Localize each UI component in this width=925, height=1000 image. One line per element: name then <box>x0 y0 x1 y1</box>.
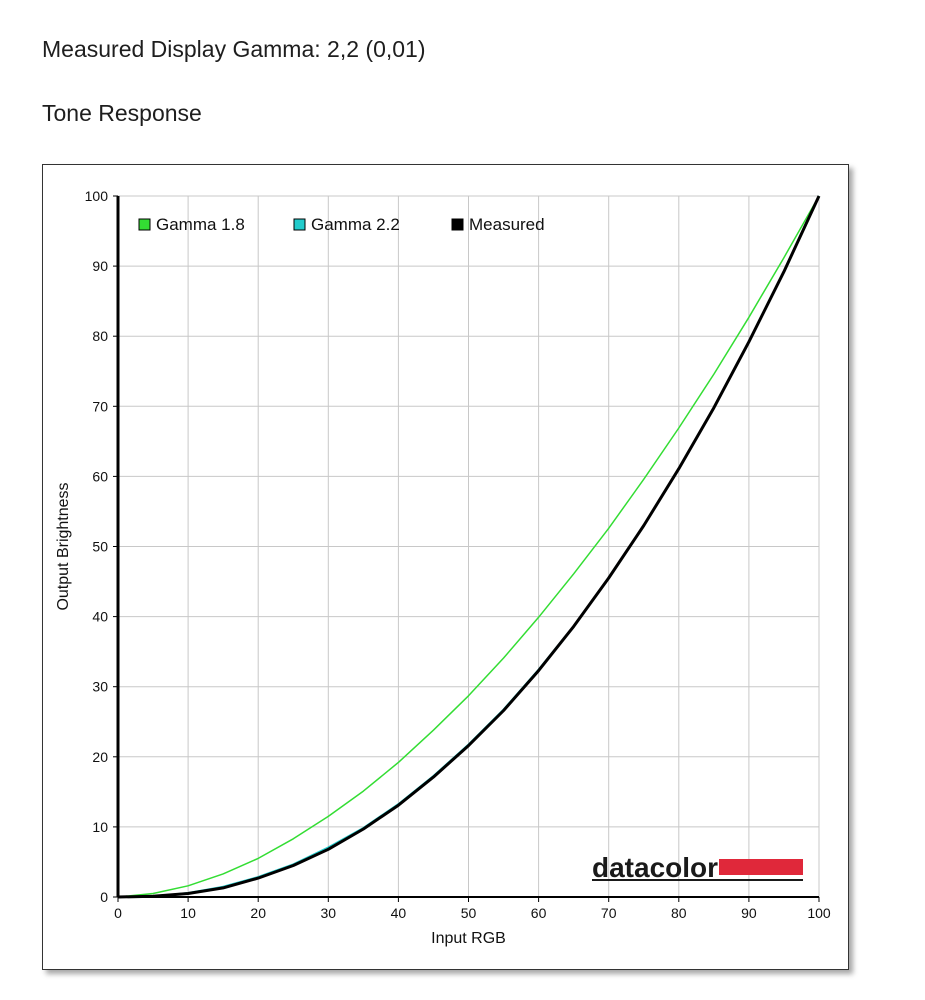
y-tick-label: 60 <box>92 468 108 484</box>
legend-label: Gamma 2.2 <box>311 215 400 234</box>
logo-text: datacolor <box>592 852 718 883</box>
x-tick-label: 10 <box>180 905 196 921</box>
y-tick-label: 20 <box>92 749 108 765</box>
legend-swatch <box>451 218 464 231</box>
legend-swatch <box>293 218 306 231</box>
tone-response-heading: Tone Response <box>42 100 202 126</box>
x-tick-label: 80 <box>671 905 687 921</box>
y-tick-label: 100 <box>85 188 109 204</box>
x-tick-label: 40 <box>391 905 407 921</box>
y-tick-label: 30 <box>92 679 108 695</box>
logo-accent-bar <box>719 859 803 875</box>
logo-underline <box>592 879 803 881</box>
y-tick-label: 40 <box>92 609 108 625</box>
y-tick-label: 0 <box>100 889 108 905</box>
y-axis-title: Output Brightness <box>55 482 72 610</box>
legend-label: Gamma 1.8 <box>156 215 245 234</box>
tick-labels: 0 10 20 30 40 50 60 70 80 90 100 0 10 20 30 40 50 60 70 80 9… <box>85 188 831 921</box>
measured-gamma-heading: Measured Display Gamma: 2,2 (0,01) <box>42 36 426 62</box>
axes <box>113 195 820 902</box>
x-tick-label: 50 <box>461 905 477 921</box>
legend-swatch <box>138 218 151 231</box>
x-tick-label: 30 <box>321 905 337 921</box>
tone-response-chart: 0 10 20 30 40 50 60 70 80 90 100 0 10 20 30 40 50 60 70 80 9… <box>42 164 849 970</box>
x-tick-label: 90 <box>741 905 757 921</box>
x-tick-label: 20 <box>250 905 266 921</box>
x-axis-title: Input RGB <box>431 930 506 947</box>
chart-svg: 0 10 20 30 40 50 60 70 80 90 100 0 10 20 30 40 50 60 70 80 9… <box>55 188 831 947</box>
x-tick-label: 60 <box>531 905 547 921</box>
y-tick-label: 70 <box>92 398 108 414</box>
y-tick-label: 90 <box>92 258 108 274</box>
grid-lines <box>118 195 820 897</box>
series-line-gamma-1-8 <box>117 195 820 898</box>
legend: Gamma 1.8 Gamma 2.2 Measured <box>138 215 545 234</box>
series-lines <box>117 195 821 899</box>
x-tick-label: 0 <box>114 905 122 921</box>
datacolor-logo: datacolor <box>592 852 803 883</box>
y-tick-label: 80 <box>92 328 108 344</box>
legend-label: Measured <box>469 215 545 234</box>
y-tick-label: 10 <box>92 819 108 835</box>
x-tick-label: 70 <box>601 905 617 921</box>
y-tick-label: 50 <box>92 539 108 555</box>
x-tick-label: 100 <box>807 905 831 921</box>
series-line-measured <box>117 195 821 899</box>
